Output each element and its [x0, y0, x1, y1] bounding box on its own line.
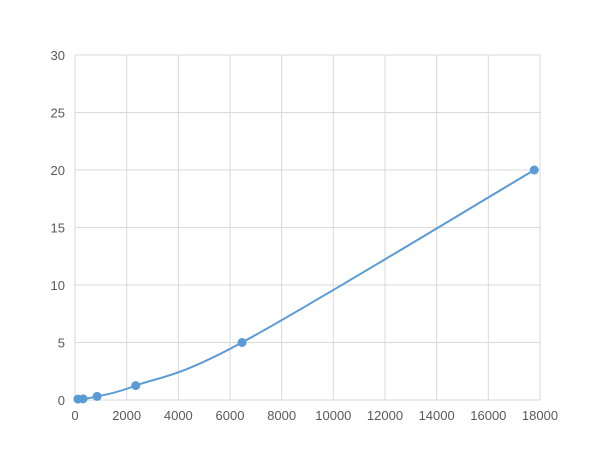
data-point: [92, 391, 102, 401]
data-point: [237, 338, 247, 347]
y-tick-label: 5: [58, 336, 65, 351]
data-point: [131, 381, 141, 391]
x-tick-label: 18000: [522, 408, 558, 423]
y-tick-label: 30: [51, 48, 65, 63]
x-tick-label: 0: [71, 408, 78, 423]
y-tick-label: 25: [51, 106, 65, 121]
x-tick-label: 16000: [470, 408, 506, 423]
x-tick-label: 12000: [367, 408, 403, 423]
y-tick-label: 20: [51, 163, 65, 178]
x-tick-label: 2000: [112, 408, 141, 423]
data-point: [78, 394, 88, 404]
y-tick-label: 15: [51, 221, 65, 236]
x-tick-label: 4000: [164, 408, 193, 423]
x-tick-label: 10000: [315, 408, 351, 423]
x-tick-label: 6000: [216, 408, 245, 423]
y-tick-label: 10: [51, 278, 65, 293]
x-tick-label: 14000: [419, 408, 455, 423]
x-tick-label: 8000: [267, 408, 296, 423]
y-tick-label: 0: [58, 393, 65, 408]
data-point: [529, 165, 539, 175]
